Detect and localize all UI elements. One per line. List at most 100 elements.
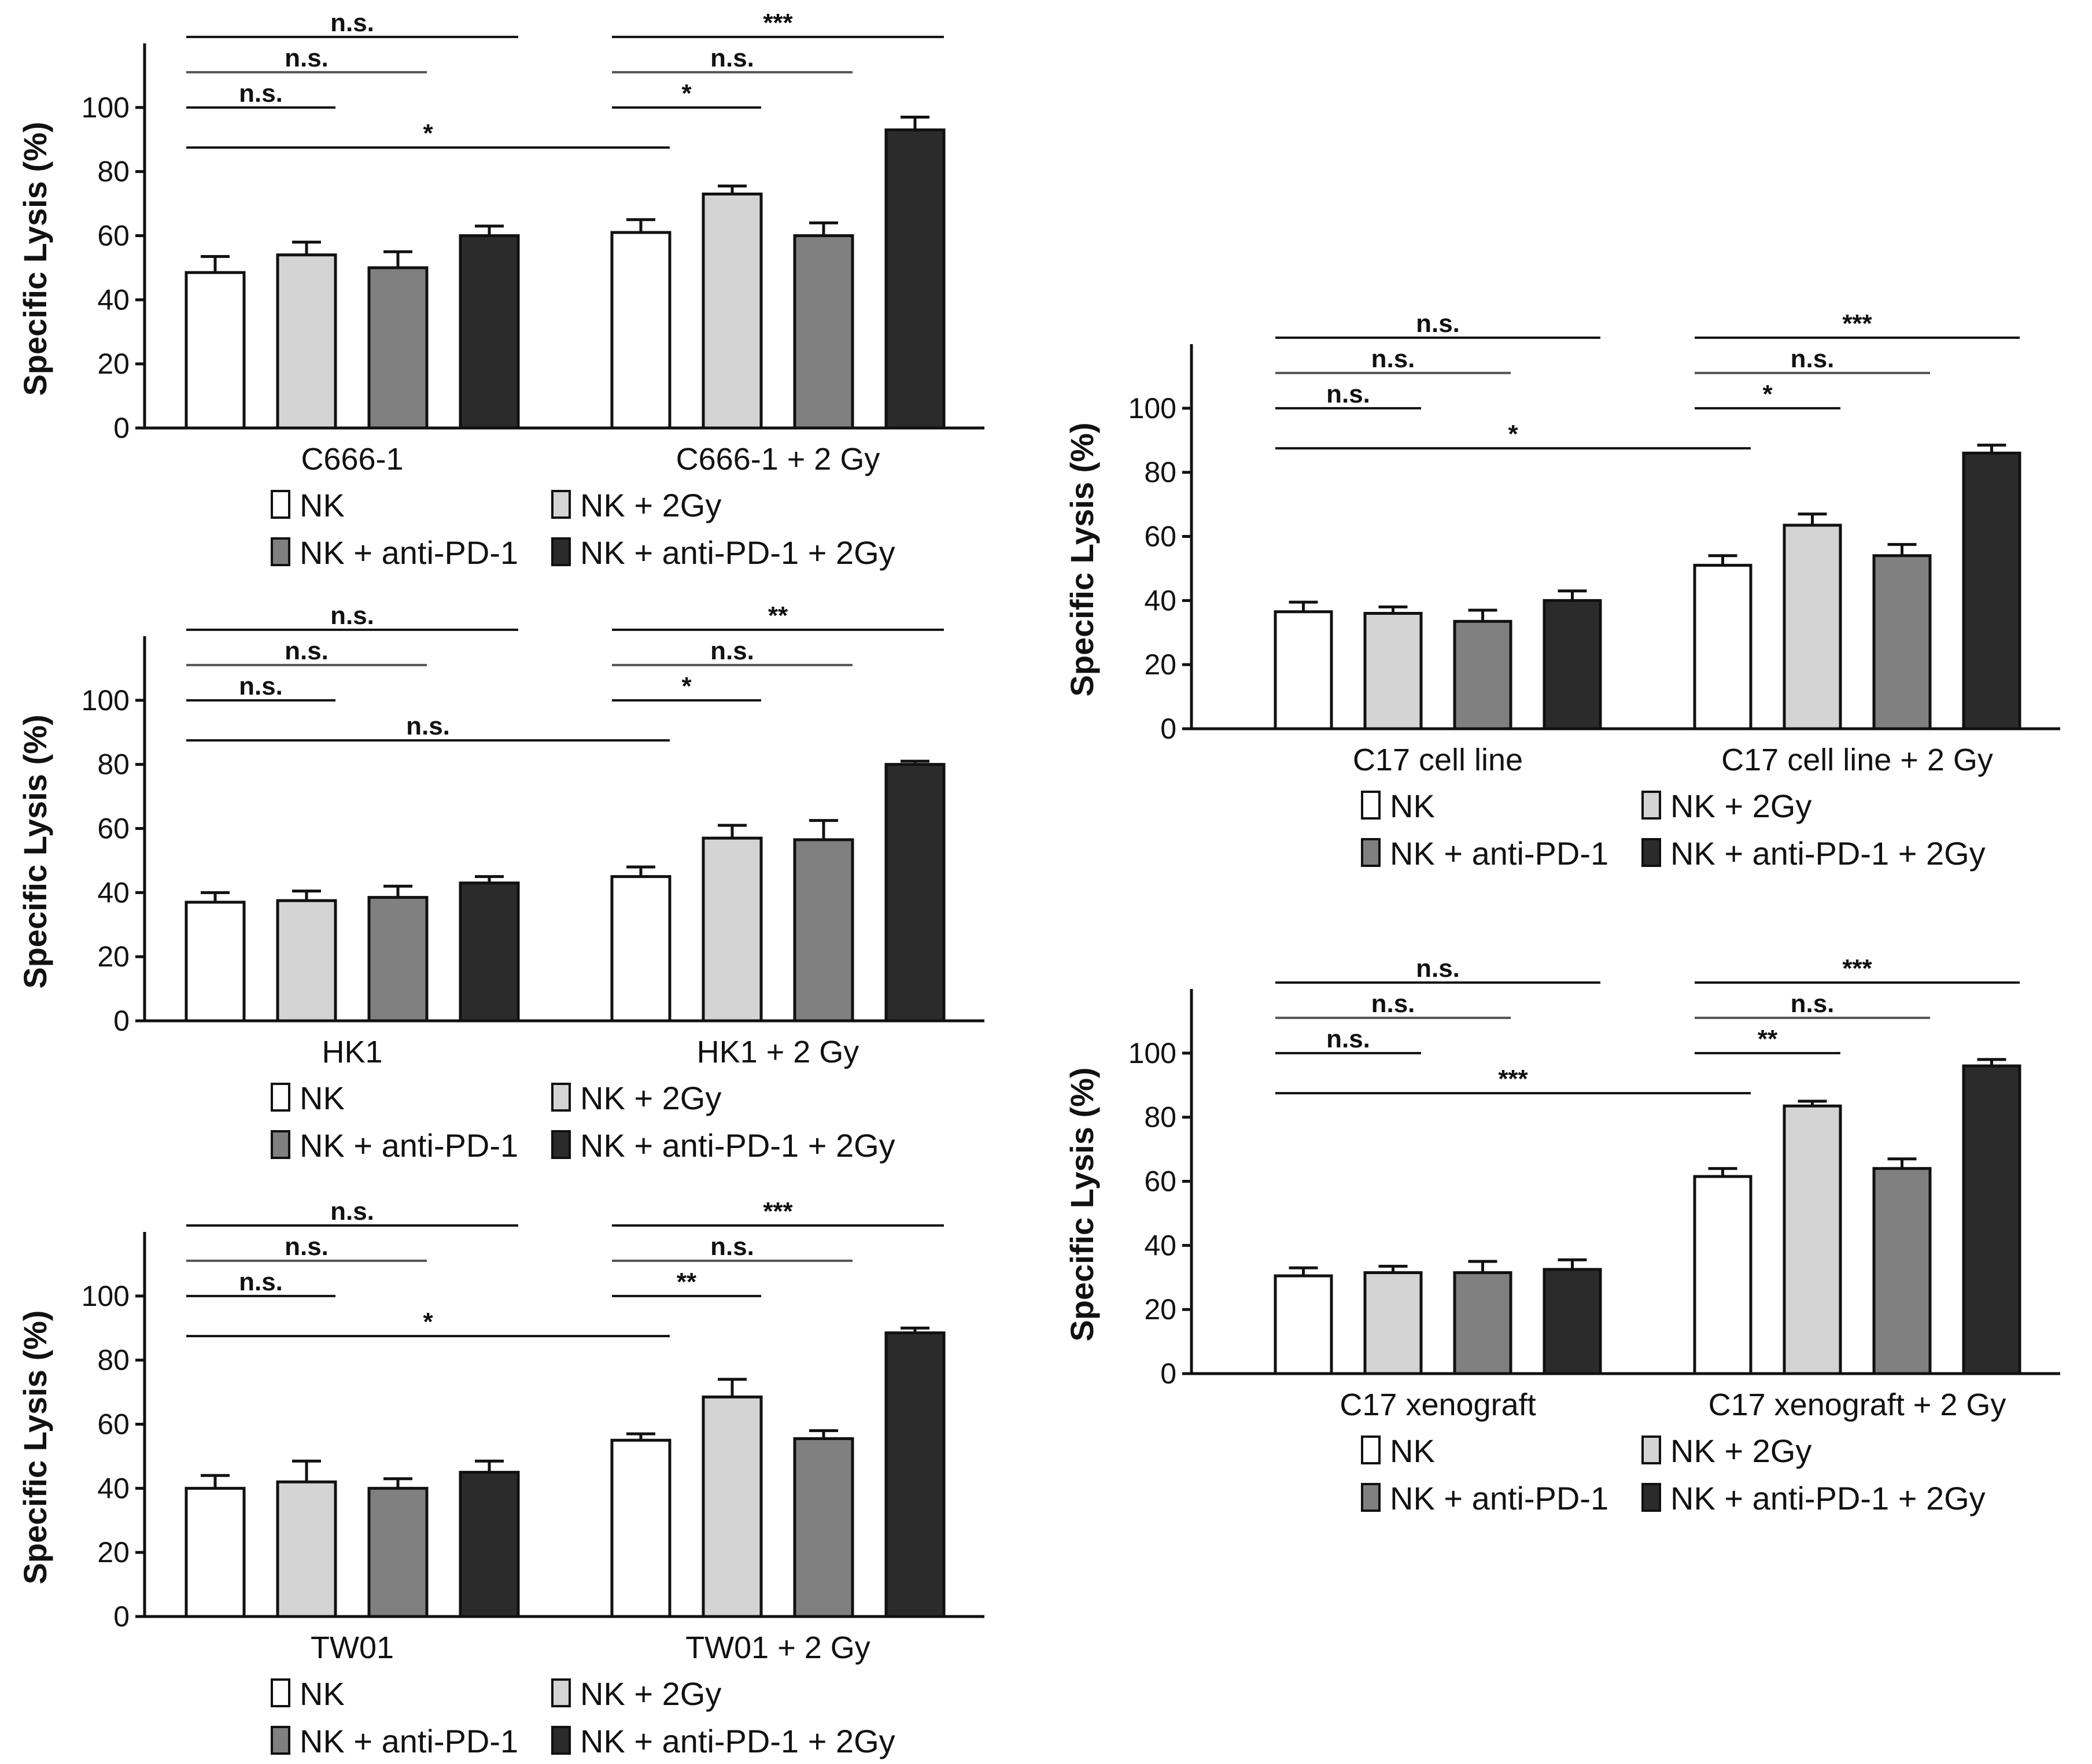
- y-tick-label: 0: [1160, 713, 1176, 745]
- y-tick-label: 60: [1144, 1165, 1176, 1198]
- legend-swatch: [1641, 1435, 1661, 1464]
- legend-item: NK: [271, 487, 345, 523]
- bar: [1363, 1271, 1423, 1375]
- bar: [185, 1486, 246, 1618]
- legend-label: NK: [1390, 1433, 1435, 1469]
- y-tick-label: 60: [97, 220, 130, 252]
- significance-label: *: [423, 1308, 433, 1336]
- significance-label: n.s.: [406, 712, 450, 740]
- bar: [610, 875, 671, 1023]
- significance-label: *: [1762, 380, 1773, 408]
- legend-swatch: [271, 1726, 290, 1755]
- legend-label: NK + 2Gy: [580, 1676, 721, 1712]
- y-tick-label: 100: [1128, 392, 1176, 425]
- bar: [1543, 1268, 1602, 1375]
- legend-item: NK + anti-PD-1: [271, 1127, 518, 1164]
- bar: [702, 192, 763, 430]
- legend-item: NK + anti-PD-1: [271, 534, 518, 571]
- bar: [1693, 563, 1752, 730]
- legend-swatch: [271, 1130, 290, 1159]
- y-tick-label: 40: [1144, 584, 1176, 617]
- x-category-label: HK1: [322, 1035, 382, 1069]
- significance-label: n.s.: [710, 1232, 754, 1261]
- significance-label: n.s.: [1371, 990, 1415, 1018]
- chart-panel-5: 0 20 40 60 80 100 Specific Lysis (%) C17 xenogr…: [1064, 954, 2060, 1516]
- bar: [1453, 619, 1512, 730]
- bar: [367, 896, 429, 1023]
- legend-label: NK: [300, 487, 345, 523]
- legend-label: NK + anti-PD-1: [300, 1723, 518, 1759]
- legend-swatch: [1361, 1483, 1381, 1512]
- significance-label: *: [1508, 420, 1518, 448]
- x-category-label: TW01: [311, 1630, 394, 1665]
- legend-label: NK: [300, 1676, 345, 1712]
- bar: [1962, 1064, 2021, 1375]
- significance-label: n.s.: [285, 44, 329, 72]
- bar: [276, 1480, 337, 1618]
- significance-label: n.s.: [330, 9, 374, 37]
- y-tick-label: 40: [97, 876, 130, 909]
- y-tick-label: 80: [97, 156, 130, 188]
- y-tick-label: 80: [97, 1344, 130, 1376]
- y-tick-label: 100: [82, 91, 130, 124]
- y-tick-label: 20: [97, 940, 130, 973]
- bar: [793, 1437, 854, 1618]
- legend-swatch: [271, 537, 290, 566]
- significance-label: *: [681, 79, 692, 108]
- significance-label: n.s.: [1416, 309, 1460, 338]
- chart-panel-2: 0 20 40 60 80 100 Specific Lysis (%) HK1 HK1 + 2…: [17, 601, 984, 1164]
- bar: [610, 1438, 671, 1618]
- bar: [1453, 1271, 1512, 1375]
- legend-swatch: [1361, 838, 1381, 867]
- legend-item: NK + anti-PD-1 + 2Gy: [551, 534, 895, 571]
- legend-swatch: [551, 1130, 571, 1159]
- legend-label: NK + 2Gy: [580, 487, 721, 523]
- legend-label: NK + 2Gy: [580, 1080, 721, 1116]
- legend-item: NK + 2Gy: [551, 1676, 721, 1712]
- bar: [367, 1486, 429, 1618]
- significance-label: n.s.: [1416, 954, 1460, 983]
- y-tick-label: 40: [97, 283, 130, 316]
- y-tick-label: 60: [1144, 521, 1176, 553]
- significance-label: **: [768, 601, 788, 630]
- bar: [884, 128, 946, 430]
- bar: [1274, 610, 1333, 730]
- y-tick-label: 80: [97, 748, 130, 781]
- y-axis-label: Specific Lysis (%): [1064, 1067, 1100, 1341]
- bar: [793, 838, 854, 1023]
- y-tick-label: 60: [97, 813, 130, 845]
- legend-item: NK: [1361, 788, 1435, 824]
- legend-swatch: [551, 1083, 571, 1112]
- significance-label: ***: [1498, 1065, 1528, 1093]
- legend-item: NK + 2Gy: [1641, 1433, 1811, 1469]
- significance-label: n.s.: [1791, 990, 1835, 1018]
- significance-label: n.s.: [1791, 345, 1835, 373]
- legend-label: NK + anti-PD-1 + 2Gy: [580, 534, 895, 571]
- legend-item: NK + anti-PD-1: [1361, 835, 1608, 872]
- legend-label: NK + anti-PD-1 + 2Gy: [580, 1723, 895, 1759]
- x-category-label: C666-1 + 2 Gy: [676, 442, 880, 477]
- y-axis-label: Specific Lysis (%): [1064, 422, 1100, 696]
- y-tick-label: 100: [82, 1280, 130, 1312]
- x-category-label: HK1 + 2 Gy: [697, 1035, 859, 1069]
- bar: [367, 266, 429, 430]
- significance-label: ***: [763, 9, 793, 37]
- bar: [185, 901, 246, 1023]
- bar: [793, 234, 854, 430]
- significance-label: n.s.: [285, 1232, 329, 1261]
- bar: [884, 763, 946, 1023]
- legend-swatch: [1641, 791, 1661, 820]
- significance-label: n.s.: [1326, 380, 1370, 408]
- legend-item: NK + anti-PD-1 + 2Gy: [551, 1723, 895, 1759]
- significance-label: n.s.: [239, 672, 283, 700]
- legend-label: NK + anti-PD-1: [300, 534, 518, 571]
- significance-label: n.s.: [1326, 1025, 1370, 1053]
- chart-panel-1: 0 20 40 60 80 100 Specific Lysis (%) C666-1 C666…: [17, 9, 984, 571]
- significance-label: n.s.: [710, 44, 754, 72]
- legend-swatch: [1361, 791, 1381, 820]
- legend-swatch: [1361, 1435, 1381, 1464]
- y-tick-label: 80: [1144, 456, 1176, 489]
- y-tick-label: 0: [113, 1600, 130, 1633]
- x-category-label: C17 cell line: [1353, 743, 1523, 777]
- bar: [1363, 612, 1423, 730]
